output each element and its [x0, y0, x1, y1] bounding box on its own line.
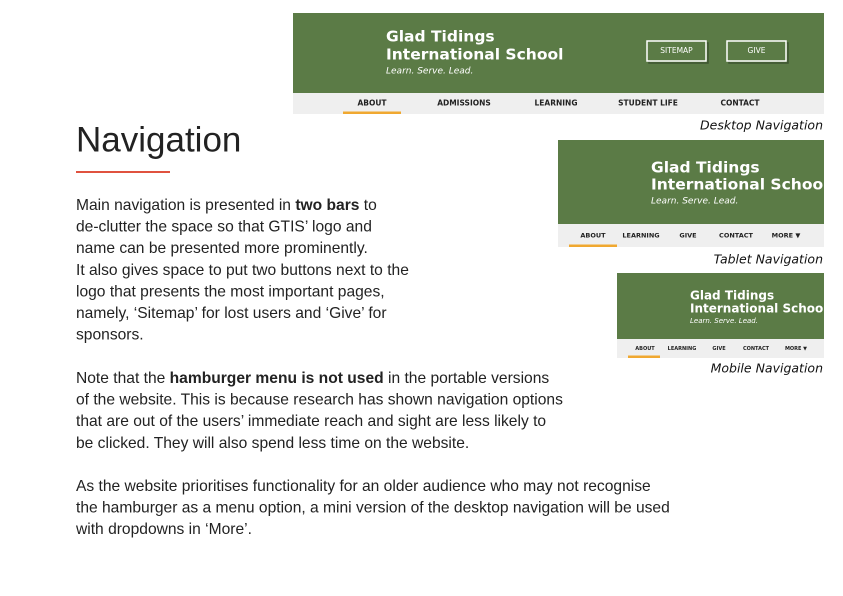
body-line: that are out of the users’ immediate rea… — [76, 413, 546, 430]
text-run: in the portable versions — [384, 370, 550, 387]
body-line: Main navigation is presented in two bars… — [76, 197, 377, 214]
nav-bar — [293, 93, 824, 114]
school-name: International School — [651, 176, 828, 194]
nav-item: CONTACT — [743, 346, 770, 352]
text-run: to — [359, 197, 377, 214]
body-line: logo that presents the most important pa… — [76, 284, 385, 301]
heading-underline — [76, 171, 170, 173]
nav-item: GIVE — [712, 346, 726, 352]
body-line: Note that the hamburger menu is not used… — [76, 370, 549, 387]
nav-item: ABOUT — [635, 346, 655, 352]
body-line: As the website prioritises functionality… — [76, 478, 651, 495]
school-name: International School — [690, 302, 827, 316]
nav-item: LEARNING — [622, 232, 659, 240]
nav-item: MORE ▼ — [785, 346, 807, 352]
caption: Desktop Navigation — [700, 118, 823, 133]
body-line: sponsors. — [76, 327, 144, 344]
caption: Tablet Navigation — [714, 252, 823, 267]
body-line: with dropdowns in ‘More’. — [75, 521, 252, 538]
bold-text: hamburger menu is not used — [170, 370, 384, 387]
body-line: de-clutter the space so that GTIS’ logo … — [76, 219, 372, 236]
nav-item: GIVE — [679, 232, 696, 240]
text-run: Main navigation is presented in — [76, 197, 295, 214]
school-name: Glad Tidings — [386, 28, 495, 46]
button-label: GIVE — [748, 46, 766, 55]
caption: Mobile Navigation — [711, 361, 823, 376]
text-run: As the website prioritises functionality… — [76, 478, 651, 495]
button[interactable] — [646, 40, 707, 62]
text-run: with dropdowns in ‘More’. — [75, 521, 252, 538]
header-bar — [558, 140, 824, 224]
body-line: namely, ‘Sitemap’ for lost users and ‘Gi… — [76, 305, 387, 322]
school-name: Glad Tidings — [690, 289, 774, 303]
body-line: name can be presented more prominently. — [76, 240, 368, 257]
tagline: Learn. Serve. Lead. — [690, 317, 758, 325]
body-line: be clicked. They will also spend less ti… — [76, 435, 469, 452]
nav-bar — [617, 339, 824, 358]
button[interactable] — [726, 40, 787, 62]
tagline: Learn. Serve. Lead. — [651, 197, 738, 207]
active-underline — [569, 244, 617, 247]
active-underline — [628, 355, 660, 358]
nav-item: ABOUT — [357, 99, 387, 108]
text-run: namely, ‘Sitemap’ for lost users and ‘Gi… — [76, 305, 387, 322]
text-run: the hamburger as a menu option, a mini v… — [76, 500, 670, 517]
text-run: It also gives space to put two buttons n… — [76, 262, 409, 279]
tagline: Learn. Serve. Lead. — [386, 67, 473, 77]
body-line: of the website. This is because research… — [76, 392, 563, 409]
text-run: Note that the — [76, 370, 170, 387]
nav-item: ABOUT — [580, 232, 606, 240]
nav-item: LEARNING — [535, 99, 578, 108]
text-run: name can be presented more prominently. — [76, 240, 368, 257]
nav-item: MORE ▼ — [772, 232, 801, 240]
text-run: de-clutter the space so that GTIS’ logo … — [76, 219, 372, 236]
nav-bar — [558, 224, 824, 247]
school-name: Glad Tidings — [651, 159, 760, 177]
nav-item: CONTACT — [719, 232, 753, 240]
nav-item: CONTACT — [720, 99, 760, 108]
text-run: sponsors. — [76, 327, 144, 344]
body-line: the hamburger as a menu option, a mini v… — [76, 500, 670, 517]
nav-item: ADMISSIONS — [437, 99, 491, 108]
active-underline — [343, 111, 401, 114]
bold-text: two bars — [295, 197, 359, 214]
button-label: SITEMAP — [660, 46, 693, 55]
header-bar — [617, 273, 824, 339]
nav-item: STUDENT LIFE — [618, 99, 678, 108]
body-line: It also gives space to put two buttons n… — [76, 262, 409, 279]
nav-item: LEARNING — [668, 346, 697, 352]
text-run: logo that presents the most important pa… — [76, 284, 385, 301]
text-run: that are out of the users’ immediate rea… — [76, 413, 546, 430]
school-name: International School — [386, 46, 563, 64]
heading: Navigation — [76, 120, 241, 159]
text-run: be clicked. They will also spend less ti… — [76, 435, 469, 452]
text-run: of the website. This is because research… — [76, 392, 563, 409]
